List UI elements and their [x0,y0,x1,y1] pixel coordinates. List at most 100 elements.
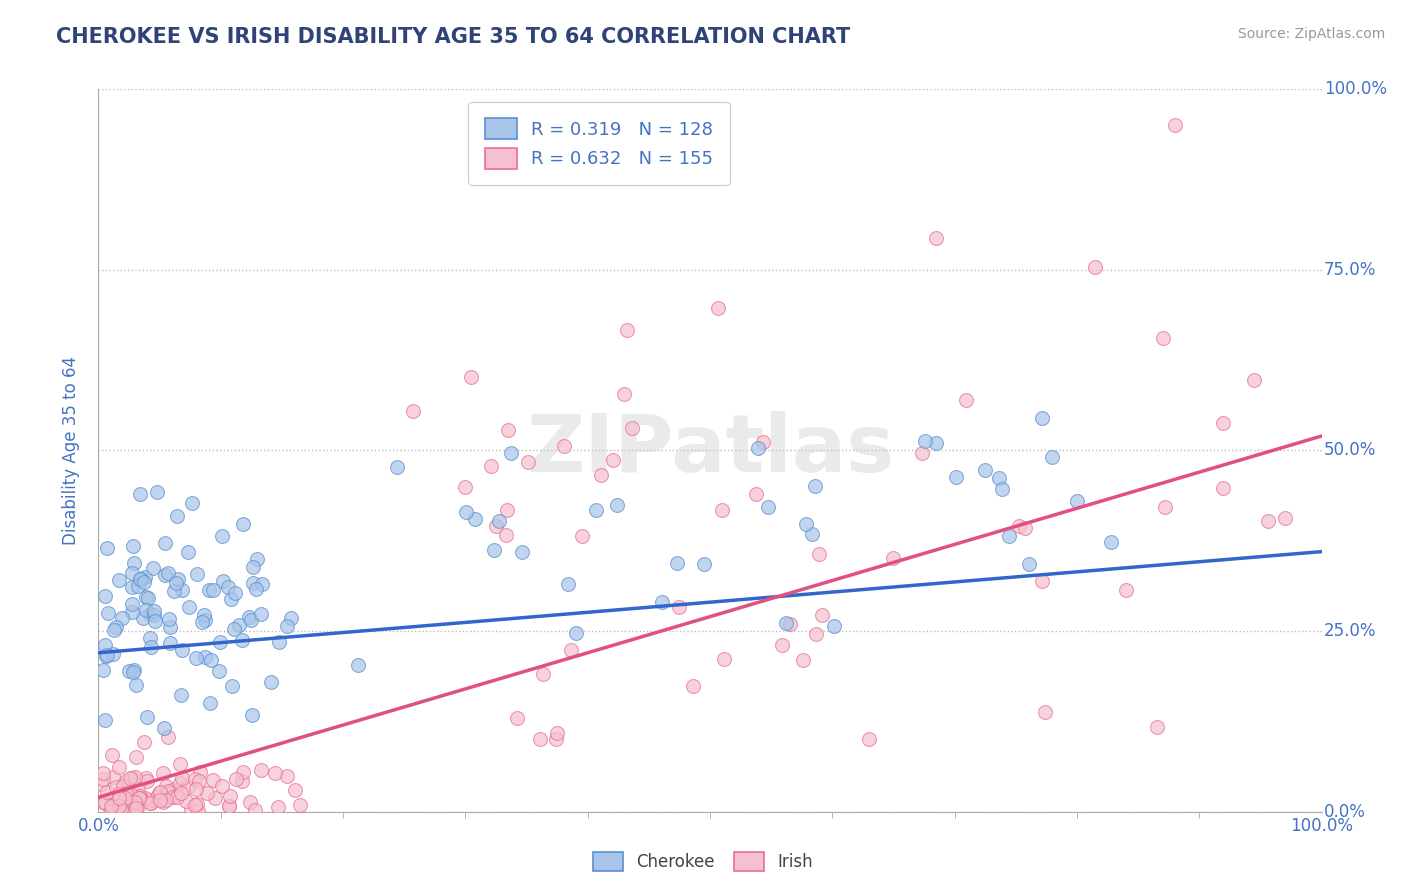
Point [155,793,177,807]
Text: 25.0%: 25.0% [1324,622,1376,640]
Point [198,696,221,710]
Point [127,782,149,797]
Point [621,421,644,435]
Point [108,799,131,814]
Point [100,798,122,813]
Point [139,607,162,621]
Point [204,791,226,805]
Point [228,618,250,632]
Point [103,799,125,814]
Point [564,626,586,640]
Point [111,779,134,793]
Point [177,545,200,559]
Point [991,482,1014,496]
Point [1212,481,1234,495]
Point [148,786,170,800]
Point [122,539,145,553]
Point [156,566,179,581]
Point [238,609,260,624]
Point [191,615,214,630]
Point [250,607,273,621]
Point [1274,511,1296,525]
Point [96,785,118,799]
Point [160,782,183,797]
Point [284,782,307,797]
Point [668,600,690,615]
Point [121,605,143,619]
Point [243,803,266,817]
Point [152,795,174,809]
Point [127,789,149,803]
Point [402,403,425,417]
Point [125,678,148,692]
Point [217,580,239,594]
Point [242,575,264,590]
Text: 75.0%: 75.0% [1324,260,1376,279]
Point [557,576,579,591]
Point [93,663,115,677]
Point [560,643,582,657]
Point [129,572,152,586]
Point [177,780,200,795]
Point [129,789,152,803]
Point [546,732,568,747]
Point [188,764,211,779]
Point [221,591,243,606]
Point [693,558,716,572]
Point [120,771,142,785]
Point [153,722,176,736]
Point [682,679,704,693]
Point [553,439,575,453]
Point [193,607,215,622]
Point [146,789,169,804]
Point [103,623,125,637]
Point [221,679,243,693]
Point [129,487,152,501]
Point [184,772,207,786]
Point [1018,557,1040,571]
Point [794,517,817,532]
Point [121,580,143,594]
Point [122,665,145,679]
Point [104,620,127,634]
Point [751,435,773,450]
Point [179,599,201,614]
Point [115,786,138,800]
Point [495,528,517,542]
Point [479,458,502,473]
Point [239,613,262,627]
Point [997,528,1019,542]
Point [775,615,797,630]
Point [665,556,688,570]
Point [139,640,162,654]
Point [1099,535,1122,549]
Point [713,652,735,666]
Point [792,653,814,667]
Point [484,543,506,558]
Point [93,797,115,811]
Point [117,791,139,805]
Text: 0.0%: 0.0% [1324,803,1367,821]
Point [125,750,148,764]
Point [128,791,150,805]
Point [170,688,193,702]
Point [925,436,948,450]
Point [111,799,134,814]
Point [94,713,117,727]
Point [100,804,122,818]
Point [602,453,624,467]
Point [111,794,134,808]
Point [134,791,156,805]
Point [108,760,131,774]
Point [96,541,118,556]
Point [202,583,225,598]
Point [132,575,155,590]
Point [1031,411,1053,425]
Point [149,785,172,799]
Point [110,802,132,816]
Point [811,608,834,623]
Point [267,799,290,814]
Text: 50.0%: 50.0% [1324,442,1376,459]
Point [1115,582,1137,597]
Point [142,560,165,574]
